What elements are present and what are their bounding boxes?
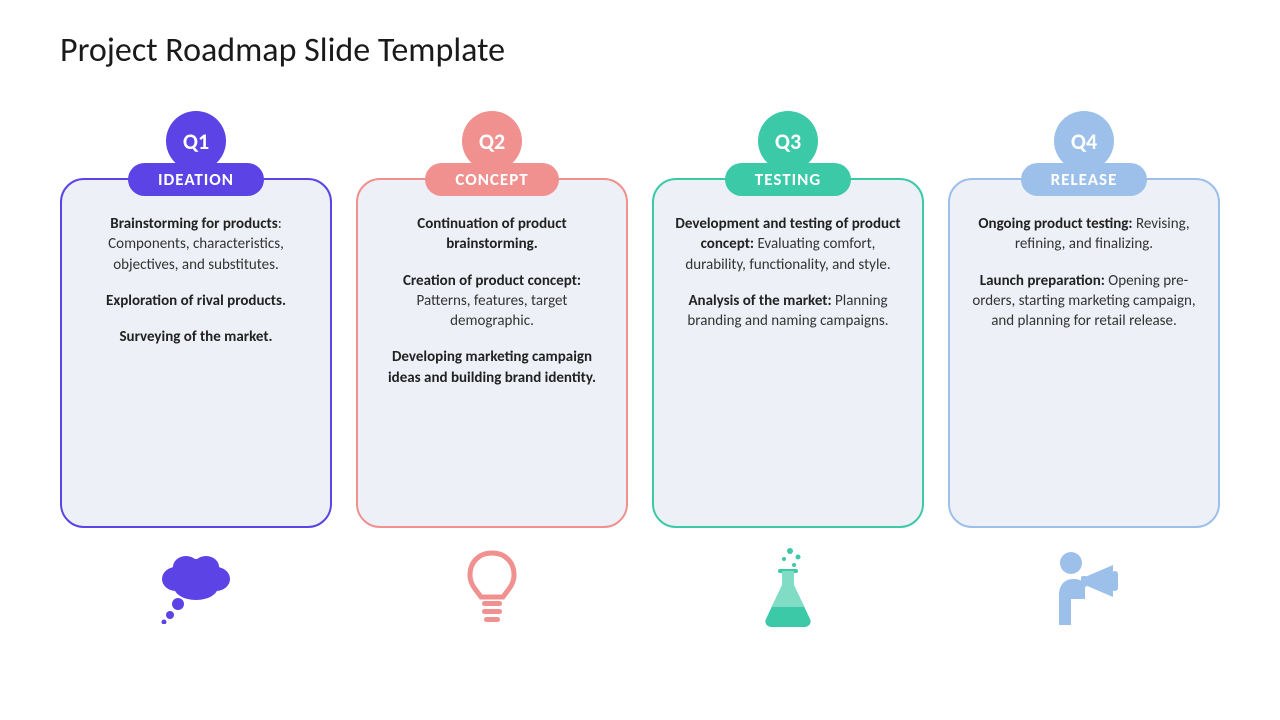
page-title: Project Roadmap Slide Template xyxy=(60,30,1220,71)
megaphone-person-icon xyxy=(1045,546,1123,626)
lightbulb-icon xyxy=(464,546,520,626)
roadmap-column-q3: Q3TESTINGDevelopment and testing of prod… xyxy=(652,111,924,626)
roadmap-column-q1: Q1IDEATIONBrainstorming for products: Co… xyxy=(60,111,332,626)
quarter-badge: Q3 xyxy=(758,111,818,171)
phase-card: Brainstorming for products: Components, … xyxy=(60,178,332,528)
quarter-badge: Q2 xyxy=(462,111,522,171)
phase-card: Development and testing of product conce… xyxy=(652,178,924,528)
phase-card: Ongoing product testing: Revising, refin… xyxy=(948,178,1220,528)
phase-card: Continuation of product brainstorming.Cr… xyxy=(356,178,628,528)
roadmap-column-q4: Q4RELEASEOngoing product testing: Revisi… xyxy=(948,111,1220,626)
thought-cloud-icon xyxy=(156,546,236,626)
flask-icon xyxy=(758,546,818,626)
quarter-badge: Q1 xyxy=(166,111,226,171)
roadmap-column-q2: Q2CONCEPTContinuation of product brainst… xyxy=(356,111,628,626)
quarter-badge: Q4 xyxy=(1054,111,1114,171)
roadmap-columns: Q1IDEATIONBrainstorming for products: Co… xyxy=(60,111,1220,626)
